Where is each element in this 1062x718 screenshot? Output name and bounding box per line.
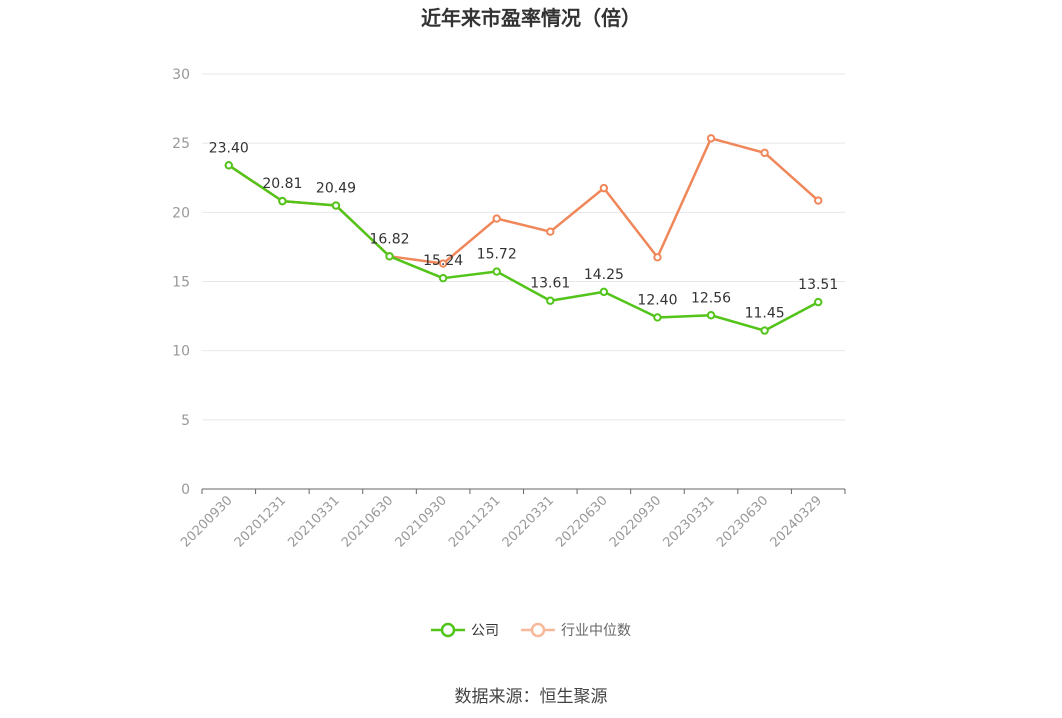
x-tick-label: 20210930 (393, 493, 450, 550)
data-point-industry (653, 253, 662, 262)
x-tick-label: 20230630 (714, 493, 771, 550)
legend-marker-industry-icon (521, 622, 555, 638)
data-label: 20.81 (262, 176, 302, 192)
data-label: 15.72 (477, 247, 517, 263)
y-tick-label: 0 (181, 482, 190, 498)
data-label: 12.56 (691, 290, 731, 306)
x-tick-label: 20210331 (285, 493, 342, 550)
data-label: 13.51 (798, 277, 838, 293)
data-point-company (706, 311, 716, 320)
data-point-industry (814, 196, 823, 205)
y-tick-label: 5 (181, 413, 190, 429)
data-point-company (814, 297, 823, 307)
data-label: 23.40 (209, 140, 249, 156)
data-point-industry (599, 183, 609, 193)
data-point-industry (438, 259, 448, 268)
data-label: 20.49 (316, 181, 356, 197)
legend-label-company: 公司 (471, 623, 499, 639)
x-tick-label: 20211231 (446, 493, 503, 550)
data-point-company (224, 161, 233, 170)
y-tick-label: 20 (172, 205, 190, 221)
data-point-industry (546, 227, 555, 236)
data-label: 13.61 (530, 276, 570, 292)
chart-legend: 公司 行业中位数 (0, 620, 1062, 640)
data-point-company (331, 201, 341, 210)
x-tick-label: 20220930 (607, 493, 664, 550)
data-point-company (760, 326, 769, 335)
data-label: 14.25 (584, 267, 624, 283)
data-source: 数据来源：恒生聚源 (454, 687, 608, 707)
legend-label-industry: 行业中位数 (561, 623, 631, 639)
data-point-company (653, 313, 662, 322)
series-line-company (228, 164, 819, 332)
data-point-industry (760, 148, 769, 158)
data-point-company (546, 296, 555, 305)
x-tick-label: 20240329 (768, 493, 825, 550)
pe-line-chart: 0510152025302020093020201231202103312021… (172, 67, 846, 551)
data-point-company (278, 196, 287, 206)
y-tick-label: 30 (172, 67, 190, 83)
y-tick-label: 25 (172, 136, 190, 152)
x-tick-label: 20230331 (660, 493, 717, 550)
data-point-company (385, 252, 394, 261)
data-point-industry (706, 134, 716, 143)
data-label: 11.45 (745, 306, 785, 322)
legend-item-company[interactable]: 公司 (431, 620, 499, 640)
series-line-industry (228, 137, 820, 265)
y-tick-label: 10 (172, 344, 190, 360)
x-tick-label: 20220630 (553, 493, 610, 550)
data-label: 12.40 (637, 292, 677, 308)
legend-item-industry[interactable]: 行业中位数 (521, 620, 631, 640)
x-tick-label: 20210630 (339, 493, 396, 550)
x-tick-label: 20200930 (178, 493, 235, 550)
data-point-company (492, 267, 501, 276)
x-tick-label: 20201231 (232, 493, 289, 550)
data-point-company (599, 287, 609, 297)
y-tick-label: 15 (172, 275, 190, 291)
legend-marker-company-icon (431, 622, 465, 638)
x-tick-label: 20220331 (500, 493, 557, 550)
data-point-company (438, 273, 448, 283)
chart-title: 近年来市盈率情况（倍） (421, 6, 641, 30)
data-label: 16.82 (369, 231, 409, 247)
data-label: 15.24 (423, 253, 463, 269)
data-point-industry (492, 214, 501, 223)
